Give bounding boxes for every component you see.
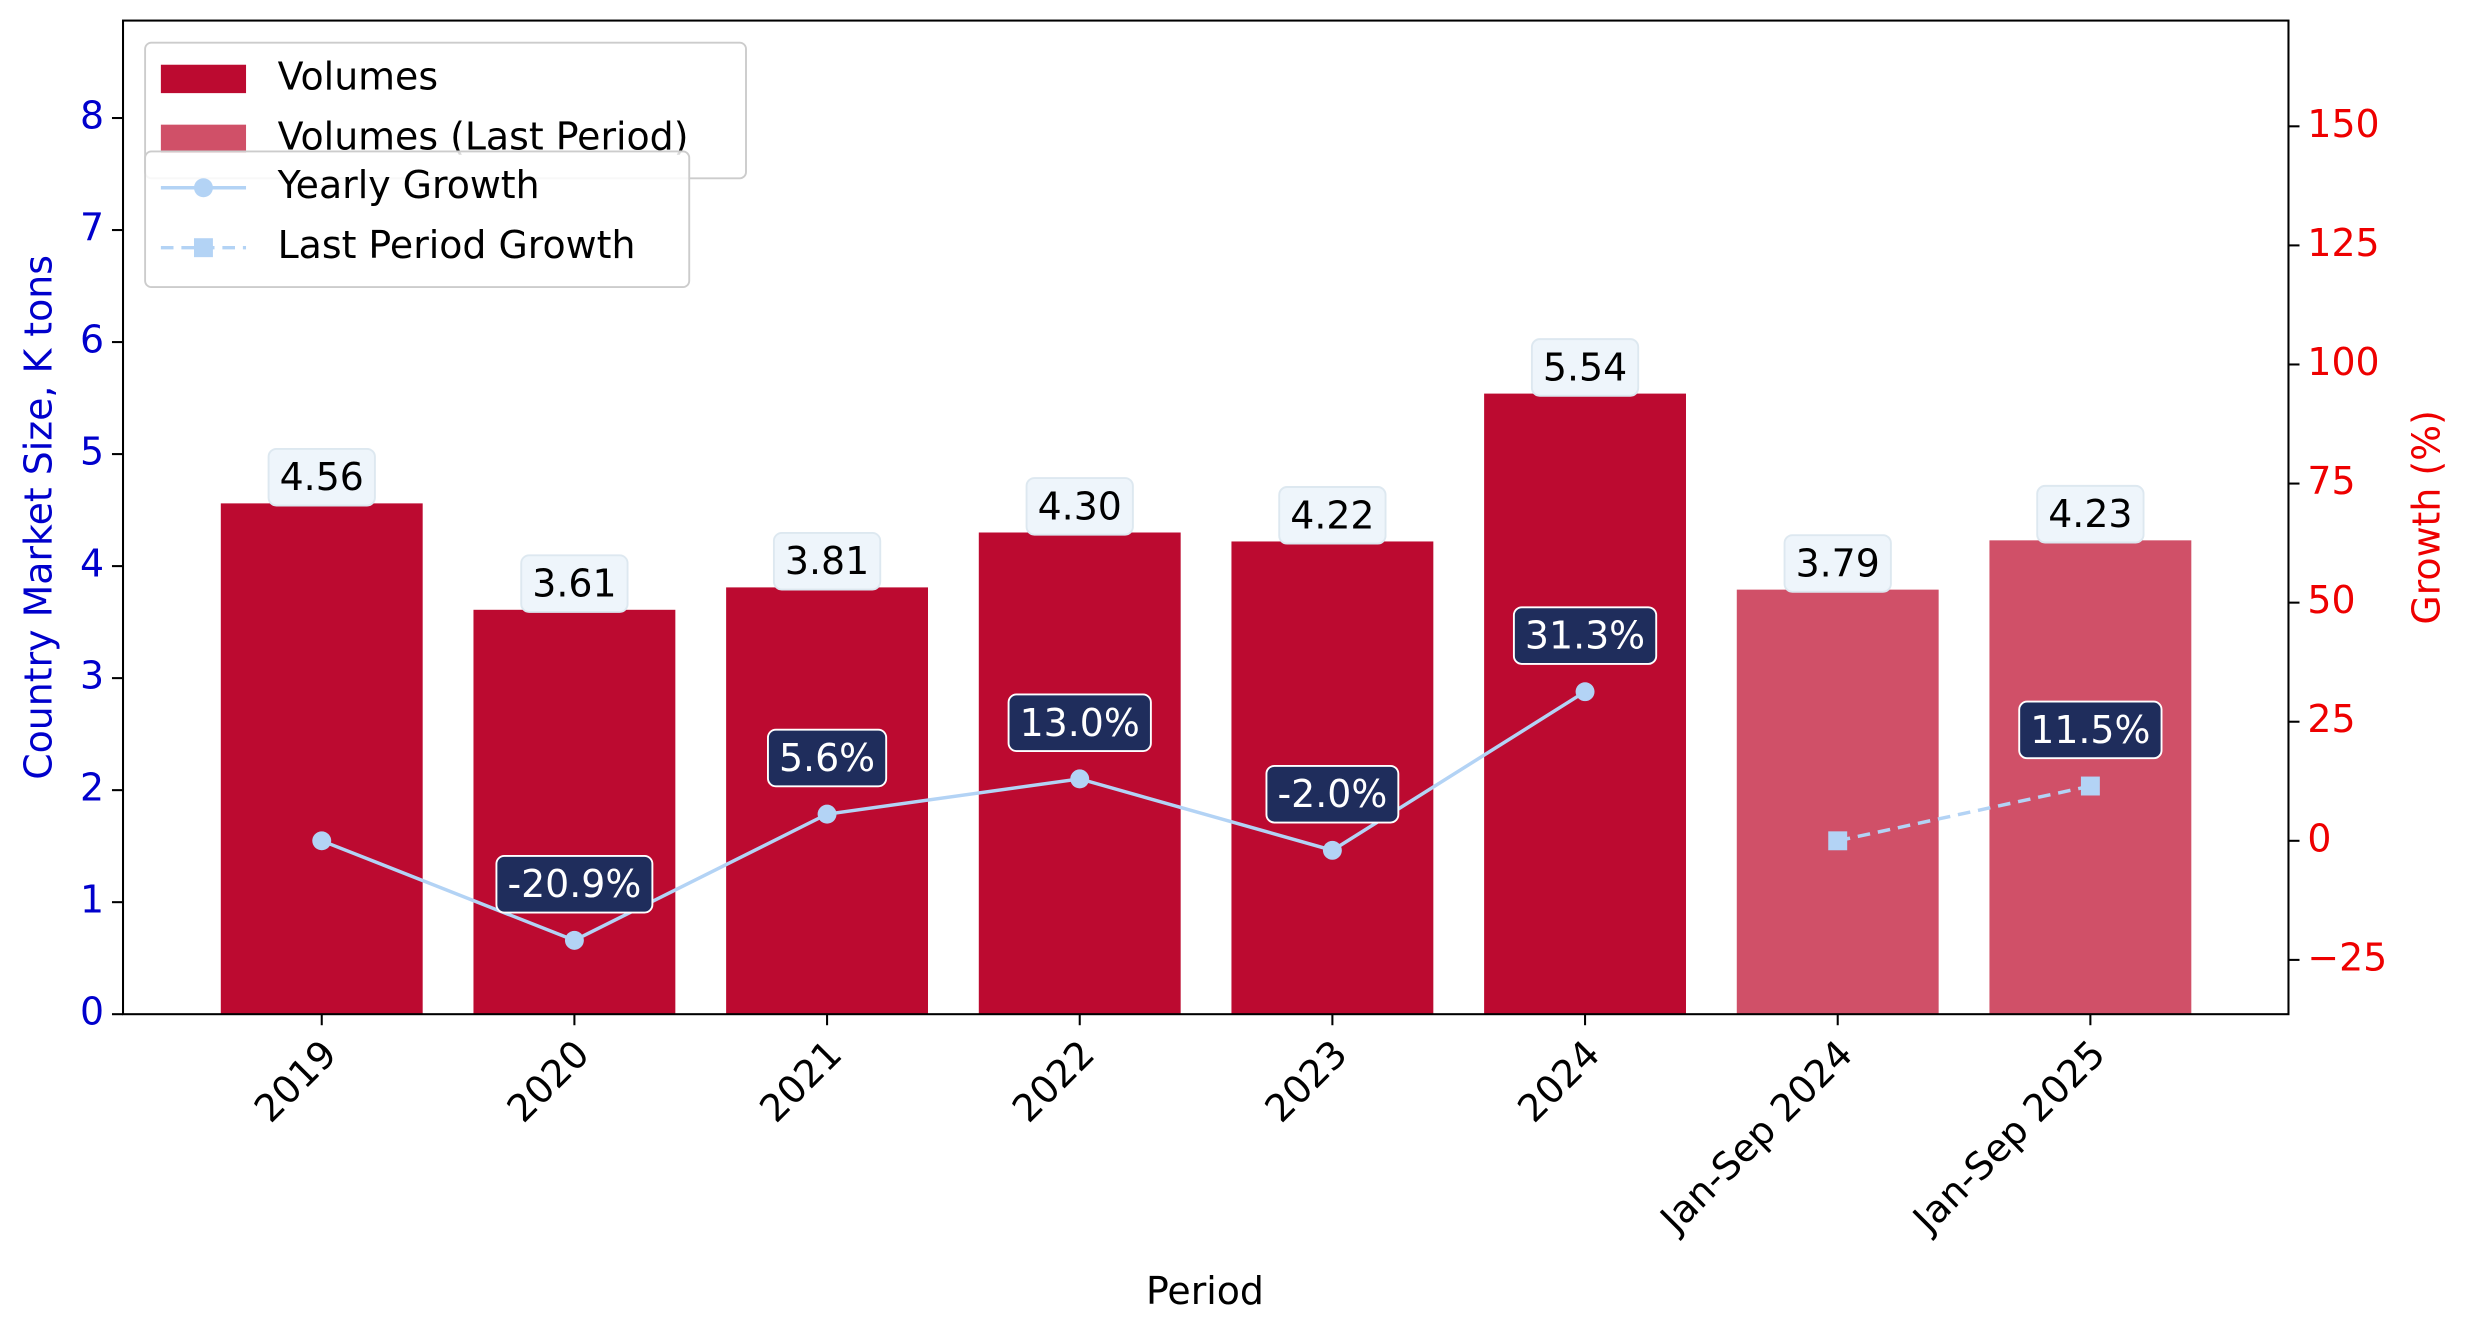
label-box bbox=[1265, 764, 1400, 824]
data-label-text: 3.81 bbox=[785, 539, 869, 583]
data-label: 5.54 bbox=[1530, 338, 1640, 397]
x-tick-label: 2023 bbox=[1256, 1032, 1355, 1131]
label-box bbox=[767, 728, 888, 788]
legend-marker bbox=[193, 178, 213, 198]
data-label: 31.3% bbox=[1512, 606, 1658, 665]
y-tick-label: 5 bbox=[80, 430, 104, 474]
data-label: 5.6% bbox=[767, 728, 888, 788]
data-label-text: 5.54 bbox=[1543, 345, 1627, 389]
data-label-text: 3.61 bbox=[532, 562, 616, 606]
marker bbox=[1575, 682, 1595, 702]
y-tick-label: 1 bbox=[80, 878, 104, 922]
data-label: 4.30 bbox=[1025, 477, 1134, 536]
label-box bbox=[520, 554, 629, 613]
line bbox=[321, 690, 1586, 943]
legend-box bbox=[144, 150, 691, 289]
x-tick-label: 2024 bbox=[1509, 1032, 1608, 1131]
y-tick-label: 2 bbox=[80, 766, 104, 810]
data-label-text: 31.3% bbox=[1525, 614, 1645, 658]
marker bbox=[312, 831, 332, 851]
label-box bbox=[495, 854, 654, 914]
x-axis-label: Period bbox=[1146, 1269, 1264, 1313]
label-box bbox=[1007, 693, 1152, 753]
bar bbox=[1484, 393, 1686, 1015]
y-tick-label: 0 bbox=[80, 990, 104, 1034]
marker bbox=[2080, 776, 2100, 796]
x-tick-label: 2022 bbox=[1004, 1032, 1103, 1131]
data-label: 4.56 bbox=[267, 447, 376, 507]
y-tick-label: 3 bbox=[80, 654, 104, 698]
data-label-text: 11.5% bbox=[2030, 708, 2150, 752]
marker bbox=[1322, 840, 1342, 860]
label-box bbox=[1278, 486, 1387, 545]
plot-frame bbox=[121, 19, 2290, 1016]
label-box bbox=[1025, 477, 1134, 536]
y2-tick-label: 100 bbox=[2307, 340, 2379, 384]
label-box bbox=[2036, 484, 2145, 544]
data-label: -2.0% bbox=[1265, 764, 1400, 824]
y-tick-label: 6 bbox=[80, 318, 104, 362]
bar bbox=[220, 503, 423, 1015]
y2-tick-label: 125 bbox=[2307, 221, 2379, 265]
bar bbox=[726, 587, 929, 1015]
data-label: 3.61 bbox=[520, 554, 629, 613]
legend-marker bbox=[193, 238, 213, 258]
y2-tick-label: 75 bbox=[2307, 459, 2355, 503]
bar bbox=[473, 609, 676, 1015]
data-label-text: 4.30 bbox=[1038, 484, 1122, 528]
data-label-text: 4.23 bbox=[2048, 492, 2132, 536]
marker bbox=[564, 930, 584, 950]
x-tick-label: 2019 bbox=[246, 1032, 345, 1131]
y2-tick-label: 0 bbox=[2307, 816, 2331, 860]
y-tick-label: 7 bbox=[80, 206, 104, 250]
data-label: 3.81 bbox=[772, 531, 882, 591]
y-tick-label: 8 bbox=[80, 94, 104, 138]
legend-swatch bbox=[160, 64, 247, 94]
data-label-text: -20.9% bbox=[507, 862, 641, 906]
x-tick-label: Jan-Sep 2024 bbox=[1650, 1032, 1860, 1242]
data-label: -20.9% bbox=[495, 854, 654, 914]
data-label: 4.22 bbox=[1278, 486, 1387, 545]
y-axis-label: Country Market Size, K tons bbox=[17, 255, 61, 780]
legend-label: Last Period Growth bbox=[278, 223, 636, 267]
marker bbox=[817, 804, 837, 824]
legend-label: Yearly Growth bbox=[277, 163, 540, 207]
data-label-text: 4.22 bbox=[1290, 493, 1374, 537]
y2-tick-label: 25 bbox=[2307, 697, 2355, 741]
data-label: 13.0% bbox=[1007, 693, 1152, 753]
y2-tick-label: 150 bbox=[2307, 102, 2379, 146]
x-tick-label: 2020 bbox=[498, 1032, 597, 1131]
label-box bbox=[1783, 534, 1892, 593]
marker bbox=[1070, 769, 1090, 789]
label-box bbox=[1530, 338, 1640, 397]
data-label-text: 5.6% bbox=[779, 736, 875, 780]
data-label-text: 13.0% bbox=[1020, 701, 1140, 745]
data-label-text: 3.79 bbox=[1796, 541, 1880, 585]
y-tick-label: 4 bbox=[80, 542, 104, 586]
data-label: 4.23 bbox=[2036, 484, 2145, 544]
data-label-text: 4.56 bbox=[280, 455, 364, 499]
x-tick-label: Jan-Sep 2025 bbox=[1903, 1032, 2113, 1242]
y2-tick-label: −25 bbox=[2307, 935, 2387, 979]
legend-swatch bbox=[160, 124, 247, 154]
label-box bbox=[772, 531, 882, 591]
x-tick-label: 2021 bbox=[751, 1032, 850, 1131]
marker bbox=[1828, 831, 1848, 851]
bar bbox=[1736, 589, 1939, 1015]
line bbox=[1837, 784, 2091, 843]
y2-tick-label: 50 bbox=[2307, 578, 2355, 622]
data-label: 11.5% bbox=[2018, 700, 2163, 760]
label-box bbox=[267, 447, 376, 507]
data-label: 3.79 bbox=[1783, 534, 1892, 593]
y2-axis-label: Growth (%) bbox=[2404, 410, 2448, 625]
legend-label: Volumes bbox=[278, 54, 438, 98]
label-box bbox=[2018, 700, 2163, 760]
label-box bbox=[1512, 606, 1658, 665]
data-label-text: -2.0% bbox=[1277, 772, 1387, 816]
